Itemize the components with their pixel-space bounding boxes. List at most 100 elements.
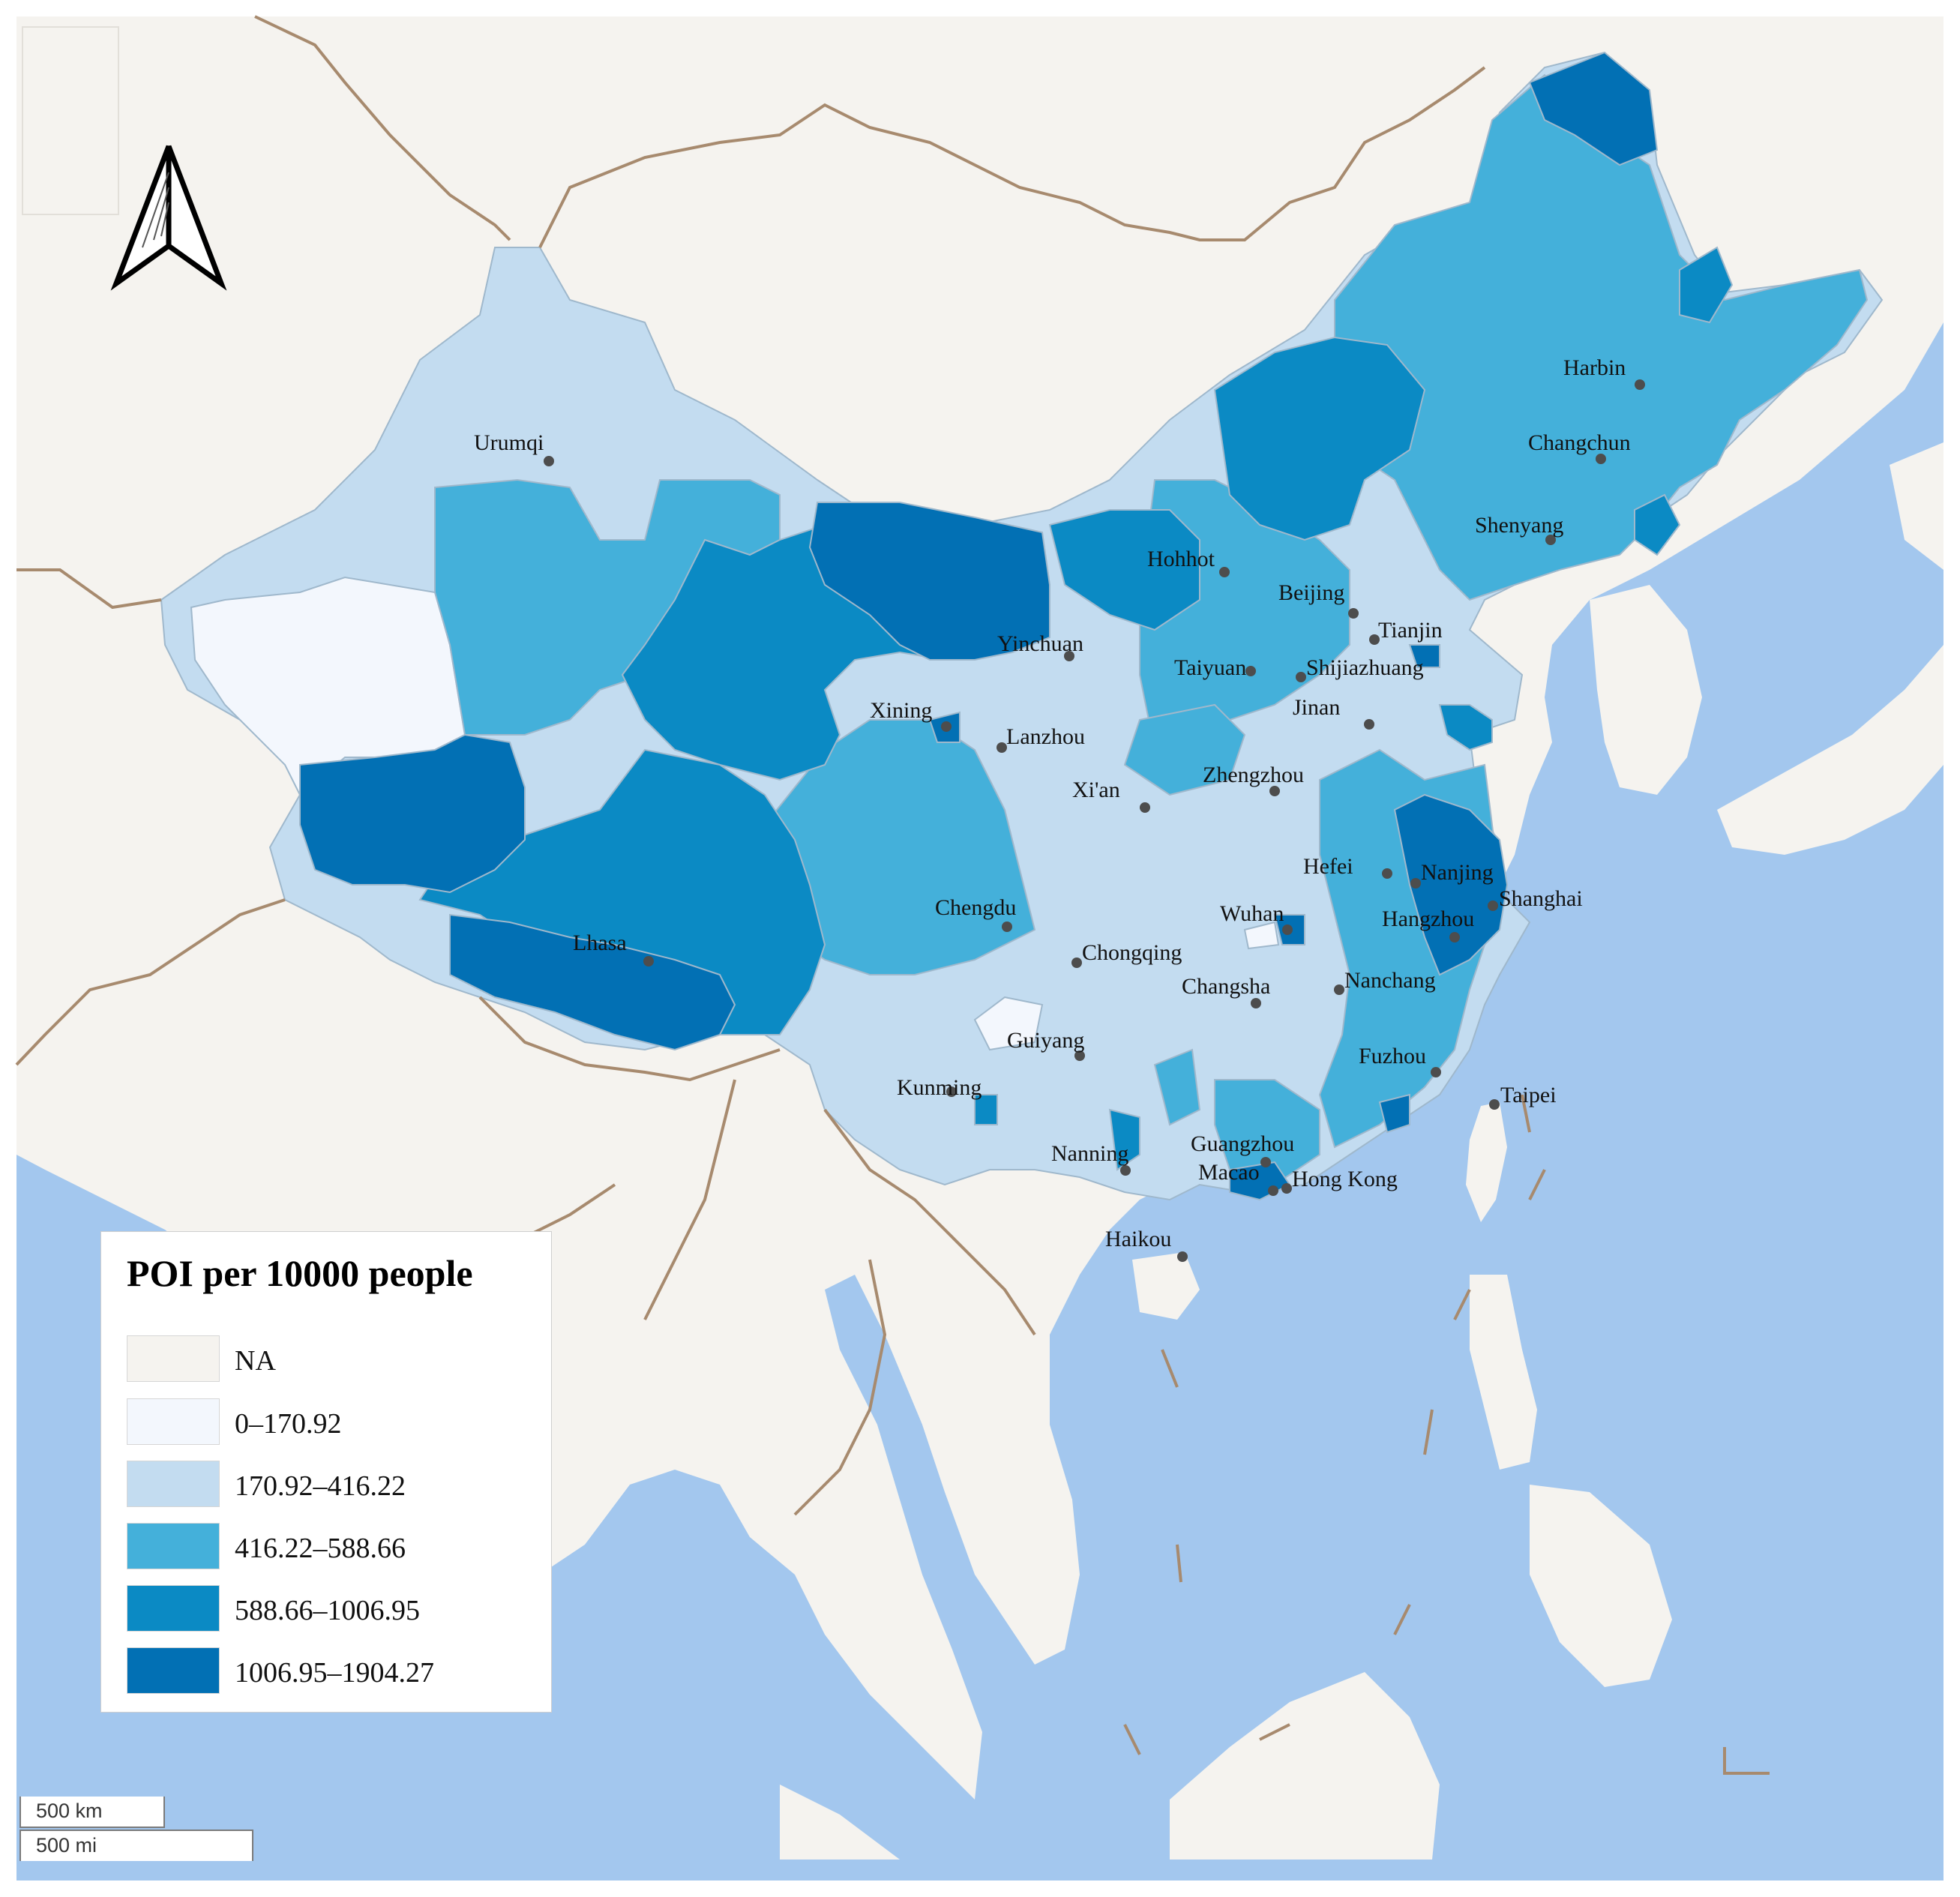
city-label: Hefei xyxy=(1303,854,1353,879)
city-label: Taipei xyxy=(1500,1083,1557,1107)
city-dot xyxy=(1596,454,1606,464)
city-label: Nanchang xyxy=(1344,968,1436,993)
city-dot xyxy=(996,742,1007,753)
city-marker: Harbin xyxy=(1563,355,1645,390)
city-label: Xi'an xyxy=(1072,778,1120,802)
city-label: Tianjin xyxy=(1378,618,1443,643)
city-marker: Macao xyxy=(1198,1160,1278,1196)
city-dot xyxy=(1369,634,1380,645)
land-philippines-luzon xyxy=(1470,1275,1537,1470)
land-taiwan xyxy=(1466,1102,1507,1222)
city-label: Harbin xyxy=(1563,355,1626,380)
city-marker: Nanjing xyxy=(1410,860,1494,889)
legend-swatch xyxy=(127,1647,220,1694)
city-dot xyxy=(1120,1165,1131,1176)
legend-label: 416.22–588.66 xyxy=(235,1533,406,1564)
city-marker: Changchun xyxy=(1528,430,1631,464)
city-marker: Taipei xyxy=(1489,1083,1557,1110)
city-marker: Lanzhou xyxy=(996,724,1085,753)
city-label: Hong Kong xyxy=(1292,1167,1398,1191)
nine-dash-line xyxy=(1123,1094,1770,1775)
city-dot xyxy=(1071,957,1082,968)
city-marker: Chengdu xyxy=(935,895,1016,932)
city-marker: Hong Kong xyxy=(1281,1167,1398,1194)
legend-label: 1006.95–1904.27 xyxy=(235,1657,434,1689)
city-label: Chongqing xyxy=(1082,940,1182,965)
region-class-0-wuhan xyxy=(1243,921,1280,950)
city-label: Shijiazhuang xyxy=(1306,655,1424,680)
city-marker: Lhasa xyxy=(573,931,654,966)
city-marker: Zhengzhou xyxy=(1203,763,1304,796)
city-marker: Urumqi xyxy=(474,430,554,466)
city-dot xyxy=(1002,922,1012,932)
city-dot xyxy=(1334,984,1344,995)
legend-label: NA xyxy=(235,1345,276,1377)
city-marker: Guangzhou xyxy=(1191,1131,1294,1167)
city-dot xyxy=(1431,1067,1441,1077)
city-dot xyxy=(1364,719,1374,730)
city-label: Macao xyxy=(1198,1160,1260,1185)
scale-bar-km: 500 km xyxy=(19,1797,165,1828)
city-label: Kunming xyxy=(897,1075,981,1100)
city-label: Urumqi xyxy=(474,430,544,455)
city-marker: Hefei xyxy=(1303,854,1392,879)
scale-bar-mi: 500 mi xyxy=(19,1830,253,1861)
legend: POI per 10000 people NA 0–170.92 170.92–… xyxy=(100,1231,552,1713)
city-dot xyxy=(1296,672,1306,682)
legend-swatch xyxy=(127,1585,220,1632)
city-marker: Chongqing xyxy=(1071,940,1182,968)
city-label: Lanzhou xyxy=(1006,724,1085,749)
city-label: Wuhan xyxy=(1220,901,1284,926)
city-dot xyxy=(941,721,952,732)
legend-swatch xyxy=(127,1398,220,1445)
legend-label: 0–170.92 xyxy=(235,1408,342,1440)
city-dot xyxy=(1410,878,1421,889)
city-label: Guangzhou xyxy=(1191,1131,1294,1156)
city-marker: Shenyang xyxy=(1475,513,1563,545)
land-japan xyxy=(1717,645,1944,855)
north-arrow-icon xyxy=(110,145,227,291)
city-label: Hangzhou xyxy=(1382,907,1474,931)
city-dot xyxy=(643,956,654,966)
city-dot xyxy=(1282,925,1293,935)
region-class-0-guiyang xyxy=(973,996,1044,1051)
city-dot xyxy=(1074,1050,1085,1061)
land-sumatra xyxy=(780,1785,900,1860)
land-hokkaido xyxy=(1890,442,1944,570)
city-marker: Hohhot xyxy=(1147,547,1230,577)
city-dot xyxy=(1064,651,1074,661)
legend-title: POI per 10000 people xyxy=(127,1252,473,1294)
china-choropleth xyxy=(160,51,1884,1201)
city-label: Lhasa xyxy=(573,931,627,955)
city-dot xyxy=(1545,535,1556,545)
city-marker: Wuhan xyxy=(1220,901,1293,935)
city-label: Shanghai xyxy=(1499,886,1583,911)
city-dot xyxy=(1245,666,1256,676)
city-label: Guiyang xyxy=(1007,1028,1084,1053)
city-marker: Kunming xyxy=(897,1075,981,1100)
land-philippines-south xyxy=(1530,1485,1672,1687)
city-dot xyxy=(1281,1183,1292,1194)
city-dot xyxy=(1177,1251,1188,1262)
city-label: Shenyang xyxy=(1475,513,1563,538)
city-dot xyxy=(1348,608,1359,619)
city-label: Yinchuan xyxy=(997,631,1083,656)
city-label: Changchun xyxy=(1528,430,1631,455)
city-dot xyxy=(1260,1157,1271,1167)
city-label: Nanjing xyxy=(1421,860,1494,885)
city-markers: Urumqi Harbin Changchun Shenyang Hohhot Beiji… xyxy=(474,355,1645,1262)
city-label: Hohhot xyxy=(1147,547,1215,571)
city-marker: Jinan xyxy=(1293,695,1374,730)
city-dot xyxy=(1382,868,1392,879)
city-label: Zhengzhou xyxy=(1203,763,1304,787)
city-dot xyxy=(1140,802,1150,813)
legend-swatch xyxy=(127,1523,220,1569)
city-marker: Guiyang xyxy=(1007,1028,1085,1061)
city-dot xyxy=(1488,901,1498,911)
city-label: Taiyuan xyxy=(1174,655,1246,680)
city-marker: Haikou xyxy=(1105,1227,1188,1262)
city-label: Nanning xyxy=(1051,1141,1128,1166)
legend-label: 588.66–1006.95 xyxy=(235,1595,420,1626)
city-label: Haikou xyxy=(1105,1227,1171,1251)
city-marker: Xining xyxy=(870,698,952,732)
